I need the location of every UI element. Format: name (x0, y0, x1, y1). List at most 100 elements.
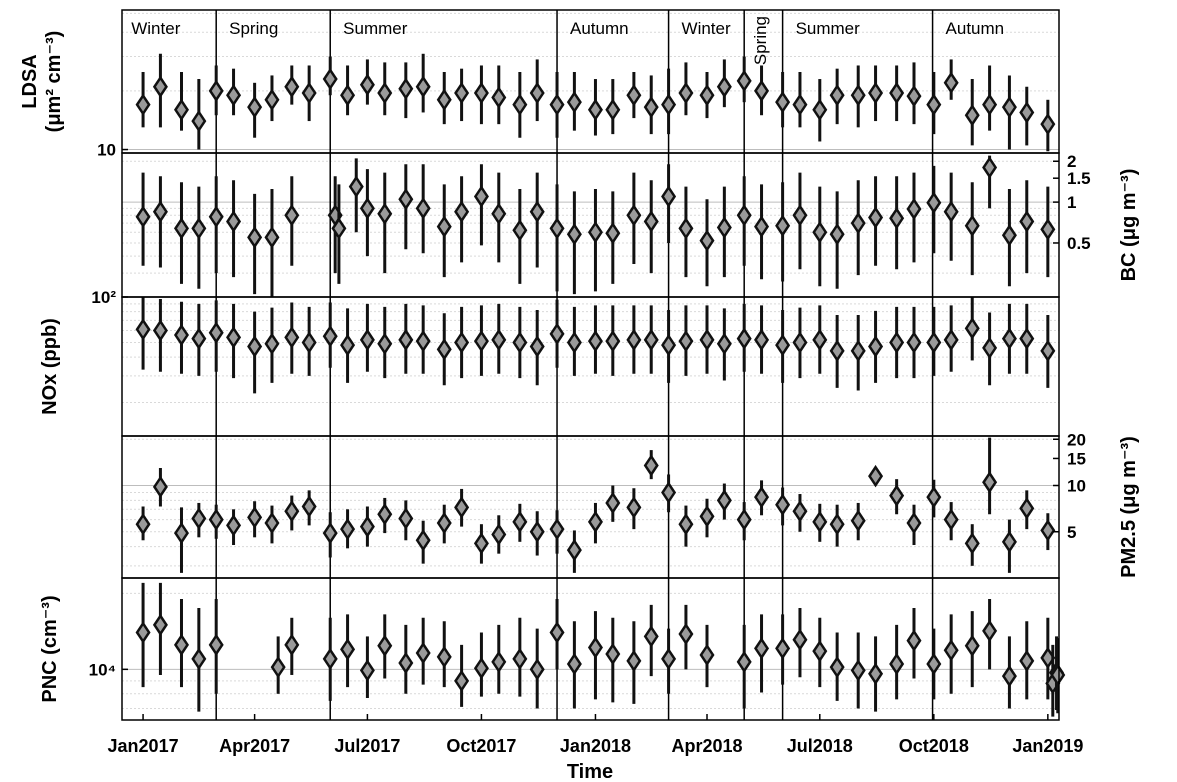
data-point-bc (454, 200, 470, 223)
data-point-pm25 (605, 491, 621, 515)
data-point-bc (415, 197, 431, 220)
data-point-bc (829, 222, 845, 246)
data-point-nox (678, 329, 694, 353)
data-point-bc (1040, 218, 1056, 241)
data-point-pm25 (226, 514, 242, 537)
data-point-bc (359, 197, 375, 220)
x-axis-title: Time (567, 761, 613, 782)
data-point-pnc (699, 643, 715, 667)
data-point-pnc (359, 659, 375, 682)
data-point-ldsa (792, 93, 808, 116)
data-point-ldsa (301, 81, 317, 105)
data-point-nox (226, 326, 242, 349)
data-series (135, 53, 1066, 717)
data-point-bc (643, 210, 659, 233)
data-point-ldsa (964, 103, 980, 127)
data-point-bc (906, 197, 922, 221)
data-point-nox (812, 328, 828, 352)
y-tick-label-bc: 0.5 (1067, 234, 1091, 253)
data-point-pnc (736, 650, 752, 674)
data-point-pm25 (964, 532, 980, 555)
y-axis-title-nox: NOx (ppb) (39, 318, 61, 415)
data-point-ldsa (829, 83, 845, 107)
x-tick-label: Oct2017 (446, 736, 516, 756)
data-point-bc (247, 226, 263, 249)
data-point-nox (377, 332, 393, 356)
data-point-ldsa (359, 73, 375, 97)
data-point-pnc (512, 647, 528, 671)
data-point-nox (868, 335, 884, 358)
data-point-pm25 (850, 509, 866, 532)
data-point-nox (566, 331, 582, 354)
data-point-pnc (454, 669, 470, 693)
labels: 10 LDSA (μm² cm⁻³) 0.5 1 1.52 BC (μg m⁻³) 10² NO… (19, 16, 1140, 756)
data-point-nox (661, 333, 677, 357)
data-point-nox (529, 335, 545, 358)
data-point-ldsa (340, 83, 356, 107)
season-label: Summer (796, 19, 861, 38)
data-point-bc (964, 214, 980, 237)
data-point-pm25 (529, 520, 545, 544)
data-point-pm25 (1040, 519, 1056, 542)
data-point-ldsa (152, 75, 168, 98)
data-point-pm25 (301, 495, 317, 518)
data-point-ldsa (926, 93, 942, 116)
data-point-pm25 (191, 507, 207, 530)
data-point-pnc (529, 658, 545, 681)
data-point-nox (716, 332, 732, 356)
data-point-ldsa (322, 67, 338, 91)
data-point-ldsa (491, 86, 507, 109)
data-point-pm25 (889, 484, 905, 507)
data-point-ldsa (587, 98, 603, 122)
data-point-pnc (1001, 664, 1017, 688)
data-point-nox (1019, 327, 1035, 350)
data-point-bc (284, 204, 300, 227)
season-label: Summer (343, 19, 408, 38)
x-tick-label: Apr2018 (671, 736, 742, 756)
data-point-ldsa (889, 81, 905, 105)
data-point-pm25 (926, 485, 942, 509)
data-point-pnc (792, 628, 808, 651)
data-point-pm25 (982, 470, 998, 494)
data-point-pnc (398, 651, 414, 675)
data-point-bc (889, 207, 905, 230)
panel-frame-pm25 (121, 435, 1060, 579)
data-point-pm25 (454, 496, 470, 519)
data-point-nox (491, 328, 507, 352)
data-point-bc (626, 204, 642, 227)
data-point-ldsa (868, 81, 884, 105)
y-axis-title-pm25: PM2.5 (μg m⁻³) (1118, 436, 1140, 578)
data-point-pm25 (398, 507, 414, 530)
data-point-pnc (605, 642, 621, 666)
data-point-pm25 (1001, 530, 1017, 554)
data-point-nox (284, 326, 300, 349)
data-point-pm25 (359, 515, 375, 538)
data-point-pm25 (699, 505, 715, 528)
data-point-pnc (473, 656, 489, 680)
data-point-pm25 (247, 506, 263, 529)
data-point-pnc (191, 647, 207, 671)
data-point-ldsa (678, 81, 694, 105)
data-point-ldsa (436, 88, 452, 112)
data-point-nox (247, 335, 263, 358)
data-point-nox (736, 327, 752, 350)
data-point-ldsa (454, 81, 470, 105)
data-point-ldsa (605, 98, 621, 122)
data-point-pnc (549, 621, 565, 644)
data-point-bc (716, 216, 732, 239)
data-point-ldsa (135, 93, 151, 116)
y-tick-label-pm25: 15 (1067, 449, 1086, 468)
data-point-ldsa (473, 81, 489, 105)
data-point-bc (173, 217, 189, 240)
x-tick-label: Jul2018 (787, 736, 853, 756)
data-point-nox (208, 321, 224, 344)
data-point-ldsa (415, 75, 431, 98)
data-point-nox (359, 328, 375, 352)
data-point-ldsa (1001, 95, 1017, 119)
data-point-pnc (1019, 649, 1035, 673)
data-point-bc (473, 185, 489, 208)
panel-frame-nox (121, 296, 1060, 437)
data-point-bc (736, 204, 752, 227)
x-tick-label: Jul2017 (334, 736, 400, 756)
data-point-bc (512, 219, 528, 242)
